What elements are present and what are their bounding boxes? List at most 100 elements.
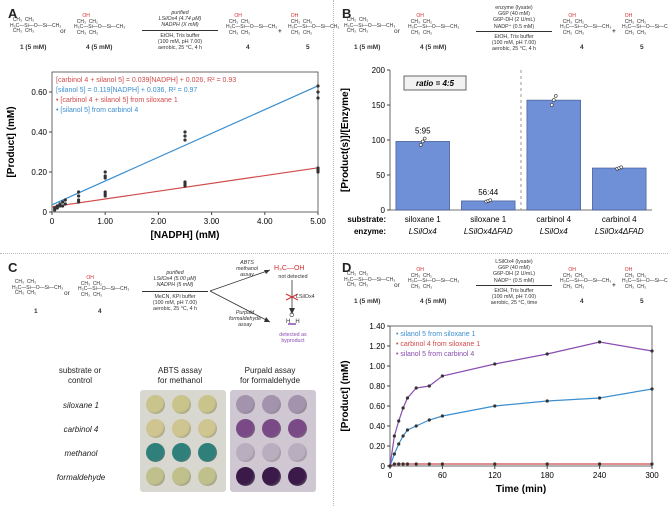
point-a-s1-4 <box>63 198 67 202</box>
scheme-b-conditions-top: enzyme (lysate) G6P (40 mM) G6P-DH (2 U/… <box>474 5 554 30</box>
cond-a-bot-1: (100 mM, pH 7.00) <box>157 39 203 46</box>
xtick-label-a-4: 4.00 <box>257 217 273 226</box>
scheme-a-arrow <box>142 30 218 31</box>
point-a-s1-2 <box>58 202 62 206</box>
plate-header-abts: ABTS assay for methanol <box>140 366 220 386</box>
point-d-s1-4 <box>405 462 410 466</box>
point-d-s1-8 <box>493 462 497 466</box>
molecule-carbinol-4: OH CH₃ CH₂ H₃C—Si—O—Si—CH₃ CH₃ CH₃ <box>74 13 126 36</box>
y-axis-title-a: [Product] (mM) <box>6 106 17 177</box>
point-d-s1-11 <box>650 462 654 466</box>
ytick-label-d-6: 1.20 <box>369 342 385 351</box>
substrate-label-b-3: carbinol 4 <box>602 215 637 224</box>
point-d-s0-8 <box>493 404 497 408</box>
plate-row-label-2: methanol <box>64 449 98 458</box>
legend-entry-a-1: • [silanol 5] from carbinol 4 <box>56 107 138 114</box>
fit-line-a-1 <box>51 85 319 206</box>
bar-point-b-0-1 <box>420 139 425 144</box>
point-d-s2-1 <box>392 434 396 438</box>
point-a-s1-13 <box>316 96 320 100</box>
panel-letter-d: D <box>342 260 352 275</box>
cond-d-top-1: G6P (40 mM) <box>498 265 530 272</box>
point-d-s2-5 <box>414 386 418 390</box>
cond-b-top-2: G6P-DH (2 U/mL) <box>492 17 536 24</box>
scheme-a-product2: 5 <box>306 44 310 51</box>
purpald-well-r0-c0 <box>236 395 255 414</box>
scheme-b-product1: 4 <box>580 44 584 51</box>
cond-d-bot-1: (100 mM, pH 7.00) <box>491 294 537 301</box>
plot-frame-d <box>389 325 653 467</box>
row-label-enzyme-b: enzyme: <box>354 227 386 236</box>
point-d-s0-10 <box>598 396 602 400</box>
ytick-label-b-1: 50 <box>376 171 385 180</box>
point-a-s1-3 <box>61 200 65 204</box>
purpald-well-r2-c2 <box>288 443 307 462</box>
xtick-label-d-2: 120 <box>488 471 502 480</box>
scheme-d: CH₃ CH₃ H₃C—Si—O—Si—CH₃ CH₃ CH₃ 1 (5 mM)… <box>334 254 668 316</box>
purpald-well-r3-c0 <box>236 467 255 486</box>
cond-b-bot-1: (100 mM, pH 7.00) <box>491 40 537 47</box>
bar-label-b-1: 56:44 <box>478 188 499 197</box>
cond-c-bot-2: aerobic, 25 °C, 4 h <box>153 306 197 313</box>
cond-a-top-1: LSilOx4 (4.74 μM) <box>158 16 202 23</box>
scheme-a-plus: + <box>278 28 282 35</box>
purpald-well-r3-c1 <box>262 467 281 486</box>
ytick-label-b-2: 100 <box>372 136 386 145</box>
point-a-s0-13 <box>183 180 187 184</box>
point-d-s2-6 <box>427 384 431 388</box>
molecule-siloxane-1-d: CH₃ CH₃ H₃C—Si—O—Si—CH₃ CH₃ CH₃ <box>344 271 396 288</box>
point-d-s1-3 <box>401 462 405 466</box>
purpald-well-r1-c1 <box>262 419 281 438</box>
scheme-b-label-4: 4 (5 mM) <box>420 44 447 51</box>
panel-divider-horizontal <box>0 253 668 254</box>
series-line-d-0 <box>389 388 653 467</box>
abts-2: assay <box>240 272 254 279</box>
bar-point-b-2-0 <box>549 103 554 107</box>
point-d-s1-1 <box>392 462 396 466</box>
ytick-label-d-7: 1.40 <box>369 322 385 331</box>
plot-frame-a <box>51 71 319 213</box>
ytick-label-d-0: 0 <box>381 462 386 471</box>
panel-d: D CH₃ CH₃ H₃C—Si—O—Si—CH₃ CH₃ CH₃ 1 (5 m… <box>334 254 668 506</box>
x-axis-title-d: Time (min) <box>496 484 546 495</box>
formaldehyde-note: detected as byproduct <box>272 332 314 344</box>
scheme-a-conditions-bottom: EtOH, Tris buffer (100 mM, pH 7.00) aero… <box>140 33 220 52</box>
scheme-c-label-1: 1 <box>34 308 38 315</box>
abts-plate <box>140 390 226 492</box>
purpald-well-r1-c2 <box>288 419 307 438</box>
purpald-well-r0-c1 <box>262 395 281 414</box>
bar-b-0 <box>395 141 450 211</box>
molecule-siloxane-1-c: CH₃ CH₃ H₃C—Si—O—Si—CH₃ CH₃ CH₃ <box>12 279 64 296</box>
point-a-s1-15 <box>316 84 320 88</box>
legend-entry-a-0: • [carbinol 4 + silanol 5] from siloxane… <box>56 97 178 104</box>
point-a-s0-4 <box>61 204 65 208</box>
scheme-d-label-4: 4 (5 mM) <box>420 298 447 305</box>
point-d-s1-9 <box>545 462 549 466</box>
cond-a-bot-0: EtOH, Tris buffer <box>160 33 200 39</box>
abts-well-r2-c2 <box>198 443 217 462</box>
ytick-label-d-2: 0.40 <box>369 422 385 431</box>
enzyme-label-b-1: LSilOx4ΔFAD <box>464 227 513 236</box>
xtick-label-d-1: 60 <box>438 471 447 480</box>
cond-b-bot-2: aerobic, 25 °C, 4 h <box>492 46 536 53</box>
abts-1: methanol <box>236 266 258 273</box>
purpald-well-r1-c0 <box>236 419 255 438</box>
chart-a: 0 0.20 0.40 0.60 0 1.00 2.00 3.00 4.00 5.00 [NADPH… <box>6 71 326 241</box>
molecule-product-4: OH CH₃ CH₂ H₃C—Si—O—Si—CH₃ CH₃ CH₃ <box>226 13 278 36</box>
enzyme-label-b-2: LSilOx4 <box>540 227 569 236</box>
molecule-siloxane-1: CH₃ CH₃ H₃C—Si—O—Si—CH₃ CH₃ CH₃ <box>10 17 62 34</box>
xtick-label-a-2: 2.00 <box>151 217 167 226</box>
fit-equation-a-0: [carbinol 4 + silanol 5] = 0.039[NADPH] … <box>56 77 236 84</box>
ytick-label-a-1: 0.20 <box>31 168 47 177</box>
point-d-s2-11 <box>650 349 654 353</box>
scheme-c: CH₃ CH₃ H₃C—Si—O—Si—CH₃ CH₃ CH₃ 1 or OH … <box>0 254 333 354</box>
panel-letter-a: A <box>8 6 18 21</box>
point-d-s1-7 <box>440 462 444 466</box>
scheme-d-conditions-top: LSilOx4 (lysate) G6P (40 mM) G6P-DH (2 U… <box>474 259 554 284</box>
abts-0: ABTS <box>240 260 254 266</box>
plate-header-left-0: substrate or <box>58 366 102 375</box>
x-axis-title-a: [NADPH] (mM) <box>151 230 220 241</box>
point-a-s1-14 <box>316 90 320 94</box>
abts-well-r2-c0 <box>146 443 165 462</box>
purpald-plate <box>230 390 316 492</box>
